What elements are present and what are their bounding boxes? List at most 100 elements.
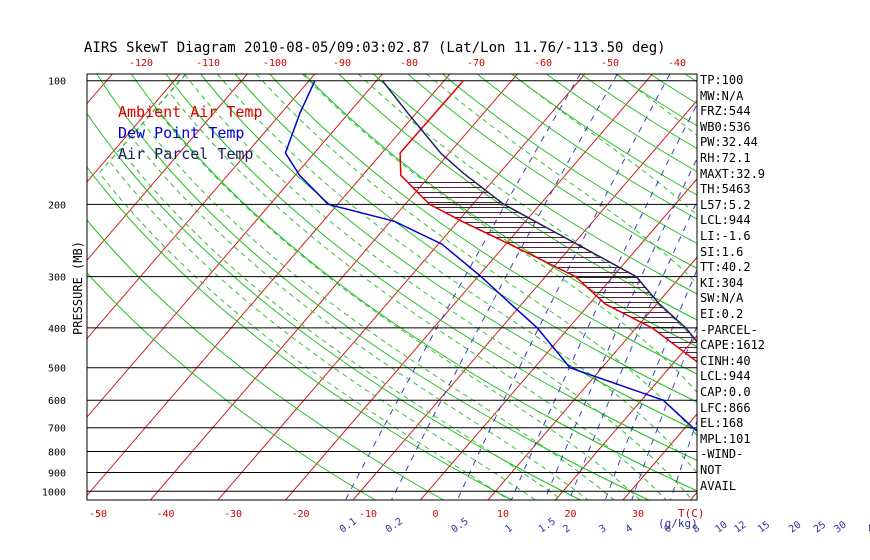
mixing-ratio-line (456, 74, 671, 500)
index-item: TH:5463 (700, 182, 751, 197)
dry-adiabat-line (87, 272, 376, 500)
pressure-tick-label: 300 (48, 273, 66, 284)
mixing-ratio-labels: 0.1 0.2 0.5 1 1.5 2 3 4 6 8 10 12 15 20 25 30 40 (338, 516, 870, 535)
mixing-ratio-label: 40 (866, 520, 870, 536)
dry-adiabat-line (546, 74, 697, 173)
pressure-tick-label: 1000 (42, 487, 66, 498)
isotherm-line (87, 74, 316, 340)
moist-adiabat-line (155, 74, 641, 500)
top-temp-tick-labels: -120 -110 -100 -90 -80 -70 -60 -50 -40 (129, 58, 686, 69)
series-line-1 (284, 80, 697, 432)
dry-adiabat-line (754, 74, 870, 500)
pressure-tick-labels: 100 200 300 400 500 600 700 800 900 1000 (42, 77, 66, 499)
mixing-ratio-label: 0.1 (338, 516, 359, 535)
moist-adiabat-line (169, 74, 667, 500)
isotherm-line (285, 74, 653, 500)
mixing-ratio-unit: (g/kg) (658, 517, 698, 530)
background-lines (0, 74, 870, 500)
isotherm-line (87, 74, 181, 183)
chart-title: AIRS SkewT Diagram 2010-08-05/09:03:02.8… (84, 40, 666, 56)
dry-adiabat-line (373, 74, 697, 295)
mixing-ratio-label: 30 (833, 520, 849, 536)
mixing-ratio-line (795, 74, 870, 500)
index-item: RH:72.1 (700, 151, 751, 165)
mixing-ratio-label: 15 (756, 520, 772, 536)
index-item: LCL:944 (700, 213, 751, 228)
top-temp-tick-label: -100 (263, 58, 287, 69)
dry-adiabat-line (234, 74, 697, 403)
bottom-temp-tick-label: 0 (432, 509, 438, 520)
dry-adiabat-line (269, 74, 697, 375)
bottom-temp-tick-label: 20 (564, 509, 576, 520)
index-item: FRZ:544 (700, 104, 751, 119)
mixing-ratio-line (391, 74, 618, 500)
mixing-ratio-line (741, 74, 870, 500)
pressure-tick-label: 800 (48, 448, 66, 459)
index-item: MPL:101 (700, 431, 751, 446)
index-item: CAPE:1612 (700, 338, 766, 353)
index-item: MAXT:32.9 (700, 166, 766, 181)
bottom-temp-tick-label: -50 (89, 509, 107, 520)
index-item: TP:100 (700, 73, 744, 87)
moist-adiabat-line (302, 74, 697, 393)
moist-adiabat-line (511, 74, 697, 216)
index-item: KI:304 (700, 275, 744, 290)
top-temp-tick-label: -40 (668, 58, 686, 69)
isotherm-line (87, 74, 113, 105)
mixing-ratio-line (841, 74, 870, 500)
bottom-temp-tick-label: -10 (359, 509, 377, 520)
index-item: LCL:944 (700, 369, 751, 384)
mixing-ratio-label: 3 (597, 523, 608, 535)
isotherm-line (0, 74, 45, 500)
legend-dew: Dew Point Temp (118, 124, 244, 142)
series-line-2 (381, 80, 697, 343)
x-axis-label: T(C) (678, 507, 705, 520)
pressure-tick-label: 700 (48, 424, 66, 435)
bottom-temp-tick-label: 30 (632, 509, 644, 520)
series-line-0 (399, 80, 697, 363)
mixing-ratio-label: 6 (662, 523, 673, 535)
dry-adiabat-line (200, 74, 697, 432)
index-item: CAP:0.0 (700, 385, 751, 399)
dry-adiabat-line (87, 166, 513, 500)
isotherm-line (352, 99, 697, 500)
dry-adiabat-line (96, 74, 650, 500)
legend-parcel: Air Parcel Temp (118, 145, 253, 163)
dry-adiabat-line (511, 74, 697, 196)
dry-adiabat-line (442, 74, 697, 245)
index-item: LFC:866 (700, 400, 751, 415)
index-item: MW:N/A (700, 88, 744, 103)
index-item: SW:N/A (700, 291, 744, 306)
dry-adiabat-line (130, 74, 697, 492)
top-temp-tick-label: -70 (467, 58, 485, 69)
mixing-ratio-line (764, 74, 870, 500)
index-item: -PARCEL- (700, 322, 758, 337)
legend-ambient: Ambient Air Temp (118, 103, 263, 121)
bottom-temp-tick-label: 10 (497, 509, 509, 520)
mixing-ratio-label: 1 (503, 523, 514, 535)
isotherm-line (487, 256, 697, 500)
top-temp-tick-label: -120 (129, 58, 153, 69)
top-temp-tick-label: -90 (333, 58, 351, 69)
moist-adiabat-line (143, 74, 615, 500)
moist-adiabat-line (185, 74, 693, 500)
index-item: EI:0.2 (700, 307, 744, 321)
mixing-ratio-line (345, 74, 581, 500)
dry-adiabat-line (476, 74, 697, 220)
plot-frame (86, 73, 698, 501)
dry-adiabat-line (87, 219, 444, 500)
dry-adiabat-line (823, 74, 870, 500)
isotherm-line (217, 74, 586, 500)
index-item: WB0:536 (700, 119, 751, 134)
mixing-ratio-line (631, 324, 697, 500)
isotherm-line (758, 74, 870, 500)
top-temp-tick-label: -50 (601, 58, 619, 69)
isotherm-line (622, 413, 697, 500)
bottom-temp-tick-label: -30 (224, 509, 242, 520)
pressure-lines (87, 80, 697, 492)
isotherm-line (87, 74, 383, 418)
pressure-tick-label: 100 (48, 77, 66, 88)
bottom-temp-tick-label: -40 (156, 509, 174, 520)
index-item: -WIND- (700, 447, 744, 462)
